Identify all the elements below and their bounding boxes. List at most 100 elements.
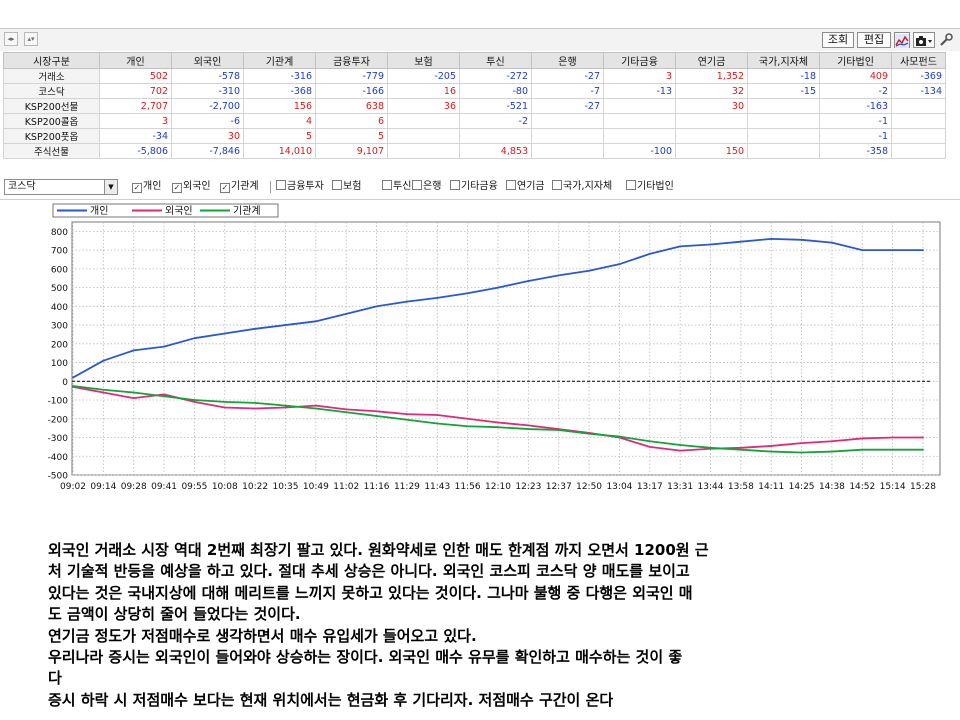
table-cell	[891, 143, 946, 159]
x-tick-label: 09:14	[90, 482, 116, 492]
row-header: KSP200선물	[3, 98, 100, 114]
checkbox-box[interactable]	[450, 180, 460, 190]
table-cell: -7,846	[171, 143, 244, 159]
y-tick-label: 200	[51, 340, 68, 350]
table-cell: -1	[819, 113, 892, 129]
table-cell: -166	[315, 83, 388, 99]
checkbox-box[interactable]	[382, 180, 392, 190]
legend-label: 외국인	[165, 205, 193, 217]
nav-arrows-icon[interactable]: ◂▸	[4, 32, 18, 46]
column-header-9[interactable]: 연기금	[675, 52, 748, 69]
series-point	[406, 300, 408, 303]
market-select-value: 코스닥	[8, 181, 36, 192]
checkbox-7[interactable]: 기타금융	[450, 180, 498, 195]
series-point	[527, 428, 530, 430]
checkbox-box[interactable]	[552, 180, 562, 190]
chart-icon[interactable]	[894, 32, 910, 48]
table-cell: 2,707	[99, 98, 172, 114]
checkbox-box[interactable]	[506, 180, 516, 190]
chart-canvas: 800 700 600 500 400 300 200 100 0 -100 -200 -300 -40…	[48, 203, 941, 492]
table-row[interactable]: KSP200선물 2,707 -2,700 156 638 36 -521 -27 30 -163	[3, 98, 946, 114]
market-select[interactable]: 코스닥 ▼	[4, 179, 118, 195]
series-point	[163, 395, 165, 398]
updown-arrows-icon[interactable]: ▴▾	[24, 32, 38, 46]
chart-legend: 개인 외국인 기관계	[52, 203, 279, 218]
query-button[interactable]: 조회	[822, 32, 854, 48]
checkbox-box[interactable]: ✓	[132, 183, 142, 193]
column-header-0[interactable]: 시장구분	[3, 52, 100, 69]
checkbox-box[interactable]	[276, 180, 286, 190]
table-cell: -80	[459, 83, 532, 99]
series-point	[861, 437, 864, 440]
checkbox-1[interactable]: ✓ 외국인	[172, 180, 211, 195]
checkbox-box[interactable]: ✓	[172, 183, 182, 193]
checkbox-box[interactable]: ✓	[220, 183, 230, 193]
checkbox-box[interactable]	[332, 180, 342, 190]
series-point	[345, 312, 348, 315]
text-line: 다	[48, 669, 62, 688]
series-point	[436, 297, 439, 299]
checkbox-2[interactable]: ✓ 기관계	[220, 180, 259, 195]
y-tick-label: -200	[48, 415, 69, 425]
text-line: 외국인 거래소 시장 역대 2번째 최장기 팔고 있다. 원화약세로 인한 매도…	[48, 541, 709, 559]
row-header: 코스닥	[3, 83, 100, 99]
checkbox-4[interactable]: 보험	[332, 180, 361, 195]
column-header-3[interactable]: 기관계	[243, 52, 316, 69]
series-point	[406, 418, 408, 421]
series-point	[163, 393, 165, 396]
x-tick-label: 11:29	[394, 482, 420, 492]
table-row[interactable]: 주식선물 -5,806 -7,846 14,010 9,107 4,853 -100 150 -…	[3, 143, 946, 159]
series-point	[497, 286, 499, 289]
table-row[interactable]: 거래소 502 -578 -316 -779 -205 -272 -27 3 1,352 -18 40…	[3, 68, 946, 84]
series-point	[375, 415, 378, 417]
table-header-row: 시장구분 개인 외국인 기관계 금융투자 보험 투신 은행 기타금융 연기금 국가,지자체 기타법인 사…	[3, 52, 946, 69]
table-cell	[891, 128, 946, 144]
checkbox-box[interactable]	[412, 180, 422, 190]
column-header-11[interactable]: 기타법인	[819, 52, 892, 69]
edit-button[interactable]: 편집	[857, 32, 891, 48]
wrench-icon[interactable]	[938, 32, 954, 48]
camera-icon[interactable]	[913, 32, 935, 48]
column-header-5[interactable]: 보험	[387, 52, 460, 69]
checkbox-label: 외국인	[183, 181, 211, 192]
y-tick-label: -400	[48, 453, 69, 463]
table-row[interactable]: KSP200콜옵 3 -6 4 6 -2 -1	[3, 113, 946, 129]
column-header-10[interactable]: 국가,지자체	[747, 52, 820, 69]
table-row[interactable]: KSP200풋옵 -34 30 5 5 -1	[3, 128, 946, 144]
table-cell: -358	[819, 143, 892, 159]
series-point	[406, 413, 408, 415]
x-tick-label: 14:25	[789, 482, 815, 492]
checkbox-8[interactable]: 연기금	[506, 180, 545, 195]
column-header-6[interactable]: 투신	[459, 52, 532, 69]
column-header-12[interactable]: 사모펀드	[891, 52, 946, 69]
series-point	[102, 388, 105, 391]
investor-table: 시장구분 개인 외국인 기관계 금융투자 보험 투신 은행 기타금융 연기금 국가,지자체 기타법인 사…	[3, 52, 946, 159]
chevron-down-icon[interactable]: ▼	[104, 180, 117, 194]
table-cell: -521	[459, 98, 532, 114]
series-point	[466, 425, 469, 428]
column-header-8[interactable]: 기타금융	[603, 52, 676, 69]
series-point	[739, 446, 742, 449]
series-point	[466, 417, 469, 420]
table-cell: -34	[99, 128, 172, 144]
checkbox-10[interactable]: 기타법인	[626, 180, 674, 195]
checkbox-9[interactable]: 국가,지자체	[552, 180, 612, 195]
legend-box	[52, 203, 279, 218]
table-cell: 32	[675, 83, 748, 99]
series-point	[770, 445, 773, 447]
series-point	[739, 448, 742, 451]
checkbox-6[interactable]: 은행	[412, 180, 441, 195]
series-point	[557, 274, 560, 277]
checkbox-box[interactable]	[626, 180, 636, 190]
table-row[interactable]: 코스닥 702 -310 -368 -166 16 -80 -7 -13 32 -15 -2 -134	[3, 83, 946, 99]
checkbox-3[interactable]: 금융투자	[276, 180, 324, 195]
table-cell: -205	[387, 68, 460, 84]
column-header-1[interactable]: 개인	[99, 52, 172, 69]
x-tick-label: 13:31	[667, 482, 693, 492]
column-header-2[interactable]: 외국인	[171, 52, 244, 69]
checkbox-5[interactable]: 투신	[382, 180, 411, 195]
column-header-7[interactable]: 은행	[531, 52, 604, 69]
column-header-4[interactable]: 금융투자	[315, 52, 388, 69]
series-point	[284, 324, 287, 326]
checkbox-0[interactable]: ✓ 개인	[132, 180, 161, 195]
